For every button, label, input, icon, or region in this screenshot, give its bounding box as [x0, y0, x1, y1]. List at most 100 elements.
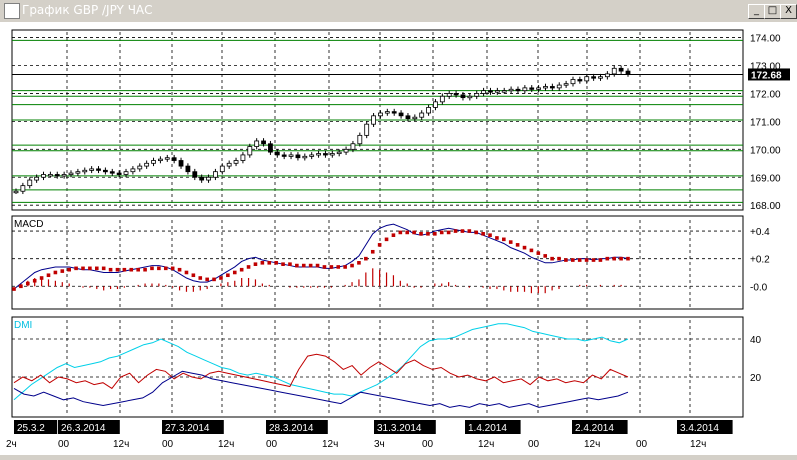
candle-body: [261, 140, 266, 145]
macd-signal-point: [39, 276, 44, 280]
dmi-tick-label: 20: [750, 373, 762, 384]
maximize-button[interactable]: □: [764, 4, 781, 19]
macd-signal-point: [81, 266, 85, 271]
candle-body: [329, 153, 335, 156]
candle-body: [109, 171, 115, 174]
hour-label: 00: [422, 439, 434, 450]
hour-label: 12ч: [322, 439, 338, 450]
candle-body: [515, 88, 521, 92]
macd-signal-point: [170, 266, 175, 271]
price-tick-label: 169.00: [750, 173, 781, 184]
candle-body: [460, 94, 466, 99]
macd-signal-point: [315, 263, 320, 268]
candle-body: [598, 76, 603, 79]
macd-signal-point: [108, 267, 113, 272]
macd-signal-point: [336, 265, 341, 269]
price-tick-label: 174.00: [750, 34, 781, 45]
candle-body: [604, 73, 610, 78]
candle-body: [82, 169, 88, 173]
macd-signal-point: [343, 265, 347, 269]
macd-signal-point: [53, 270, 58, 275]
date-label: 27.3.2014: [165, 423, 210, 434]
macd-signal-point: [529, 248, 534, 253]
candle-body: [158, 158, 163, 162]
candle-body: [247, 146, 253, 156]
candle-body: [543, 86, 548, 89]
macd-signal-point: [60, 269, 65, 273]
candle-body: [213, 171, 218, 178]
candle-body: [171, 157, 177, 161]
macd-signal-point: [274, 261, 278, 265]
macd-signal-point: [350, 263, 354, 268]
date-label-box: [572, 420, 628, 434]
close-button[interactable]: X: [780, 4, 797, 19]
macd-signal-point: [246, 265, 251, 269]
candle-body: [27, 179, 33, 187]
macd-signal-point: [184, 270, 189, 275]
candle-body: [336, 151, 342, 155]
candle-body: [611, 67, 617, 75]
macd-signal-point: [143, 267, 147, 272]
macd-signal-point: [163, 266, 168, 271]
date-label-box: [465, 420, 521, 434]
macd-signal-point: [129, 267, 134, 272]
macd-signal-point: [232, 270, 237, 275]
date-label-box: [14, 420, 58, 434]
hour-label: 00: [266, 439, 278, 450]
macd-signal-point: [626, 256, 630, 261]
candle-body: [233, 160, 239, 164]
price-tick-label: 171.00: [750, 117, 781, 128]
date-label: 31.3.2014: [377, 423, 422, 434]
macd-signal-point: [198, 276, 203, 280]
candle-body: [508, 88, 514, 92]
candle-body: [467, 95, 473, 99]
macd-signal-point: [405, 230, 410, 235]
macd-panel: MACD +0.4 +0.2 -0.0: [11, 215, 770, 310]
candle-body: [89, 168, 95, 171]
macd-signal-point: [446, 230, 451, 235]
macd-signal-point: [370, 249, 375, 254]
candle-body: [254, 140, 260, 147]
date-label: 2.4.2014: [575, 423, 614, 434]
candle-body: [488, 90, 493, 93]
macd-signal-point: [522, 245, 527, 250]
macd-signal-point: [481, 232, 485, 236]
window-titlebar: График GBP /JPY ЧАС _ □ X: [0, 0, 797, 22]
hour-label: 12ч: [478, 439, 494, 450]
macd-signal-point: [295, 263, 299, 268]
macd-tick-label: +0.4: [750, 227, 770, 238]
macd-signal-point: [101, 266, 106, 271]
date-label-box: [58, 420, 120, 434]
candle-body: [398, 112, 404, 117]
candle-body: [199, 176, 205, 181]
candle-body: [481, 90, 486, 94]
macd-signal-point: [598, 258, 603, 262]
candle-body: [281, 154, 287, 157]
macd-signal-point: [136, 267, 140, 272]
macd-signal-point: [467, 229, 472, 233]
price-tick-label: 173.00: [750, 62, 781, 73]
candle-body: [446, 93, 452, 97]
macd-signal-point: [619, 256, 623, 261]
macd-signal-point: [502, 237, 506, 242]
last-price-box: [748, 68, 790, 81]
minimize-button[interactable]: _: [748, 4, 765, 19]
macd-signal-point: [398, 230, 403, 235]
macd-tick-label: -0.0: [750, 282, 768, 293]
candle-body: [323, 153, 328, 156]
candle-body: [412, 116, 418, 120]
candle-body: [41, 174, 46, 178]
macd-signal-point: [88, 266, 92, 271]
macd-signal-point: [564, 258, 568, 262]
candle-body: [137, 165, 143, 170]
candle-body: [501, 90, 507, 93]
macd-signal-point: [364, 256, 368, 261]
macd-signal-point: [508, 240, 513, 244]
macd-signal-point: [612, 256, 617, 261]
candle-body: [343, 148, 349, 153]
candle-body: [295, 154, 301, 159]
date-label: 28.3.2014: [269, 423, 314, 434]
candle-body: [494, 90, 500, 93]
candle-body: [164, 157, 170, 160]
candle-body: [529, 87, 535, 90]
